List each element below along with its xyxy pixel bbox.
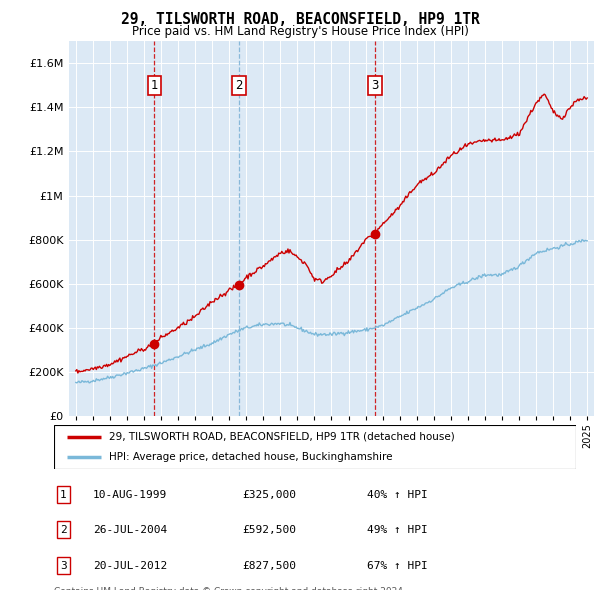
Text: 1: 1 [151,79,158,92]
Text: 2: 2 [235,79,242,92]
Text: 3: 3 [60,560,67,571]
Text: 67% ↑ HPI: 67% ↑ HPI [367,560,428,571]
Text: 20-JUL-2012: 20-JUL-2012 [93,560,167,571]
Text: 3: 3 [371,79,379,92]
Text: 10-AUG-1999: 10-AUG-1999 [93,490,167,500]
Text: 40% ↑ HPI: 40% ↑ HPI [367,490,428,500]
Text: 29, TILSWORTH ROAD, BEACONSFIELD, HP9 1TR: 29, TILSWORTH ROAD, BEACONSFIELD, HP9 1T… [121,12,479,27]
Text: 29, TILSWORTH ROAD, BEACONSFIELD, HP9 1TR (detached house): 29, TILSWORTH ROAD, BEACONSFIELD, HP9 1T… [109,432,455,442]
Text: Price paid vs. HM Land Registry's House Price Index (HPI): Price paid vs. HM Land Registry's House … [131,25,469,38]
Text: 1: 1 [60,490,67,500]
Text: £827,500: £827,500 [242,560,296,571]
Text: Contains HM Land Registry data © Crown copyright and database right 2024.: Contains HM Land Registry data © Crown c… [54,587,406,590]
Text: 26-JUL-2004: 26-JUL-2004 [93,525,167,535]
Text: £592,500: £592,500 [242,525,296,535]
Text: 2: 2 [60,525,67,535]
Text: 49% ↑ HPI: 49% ↑ HPI [367,525,428,535]
Text: HPI: Average price, detached house, Buckinghamshire: HPI: Average price, detached house, Buck… [109,452,392,462]
Text: £325,000: £325,000 [242,490,296,500]
